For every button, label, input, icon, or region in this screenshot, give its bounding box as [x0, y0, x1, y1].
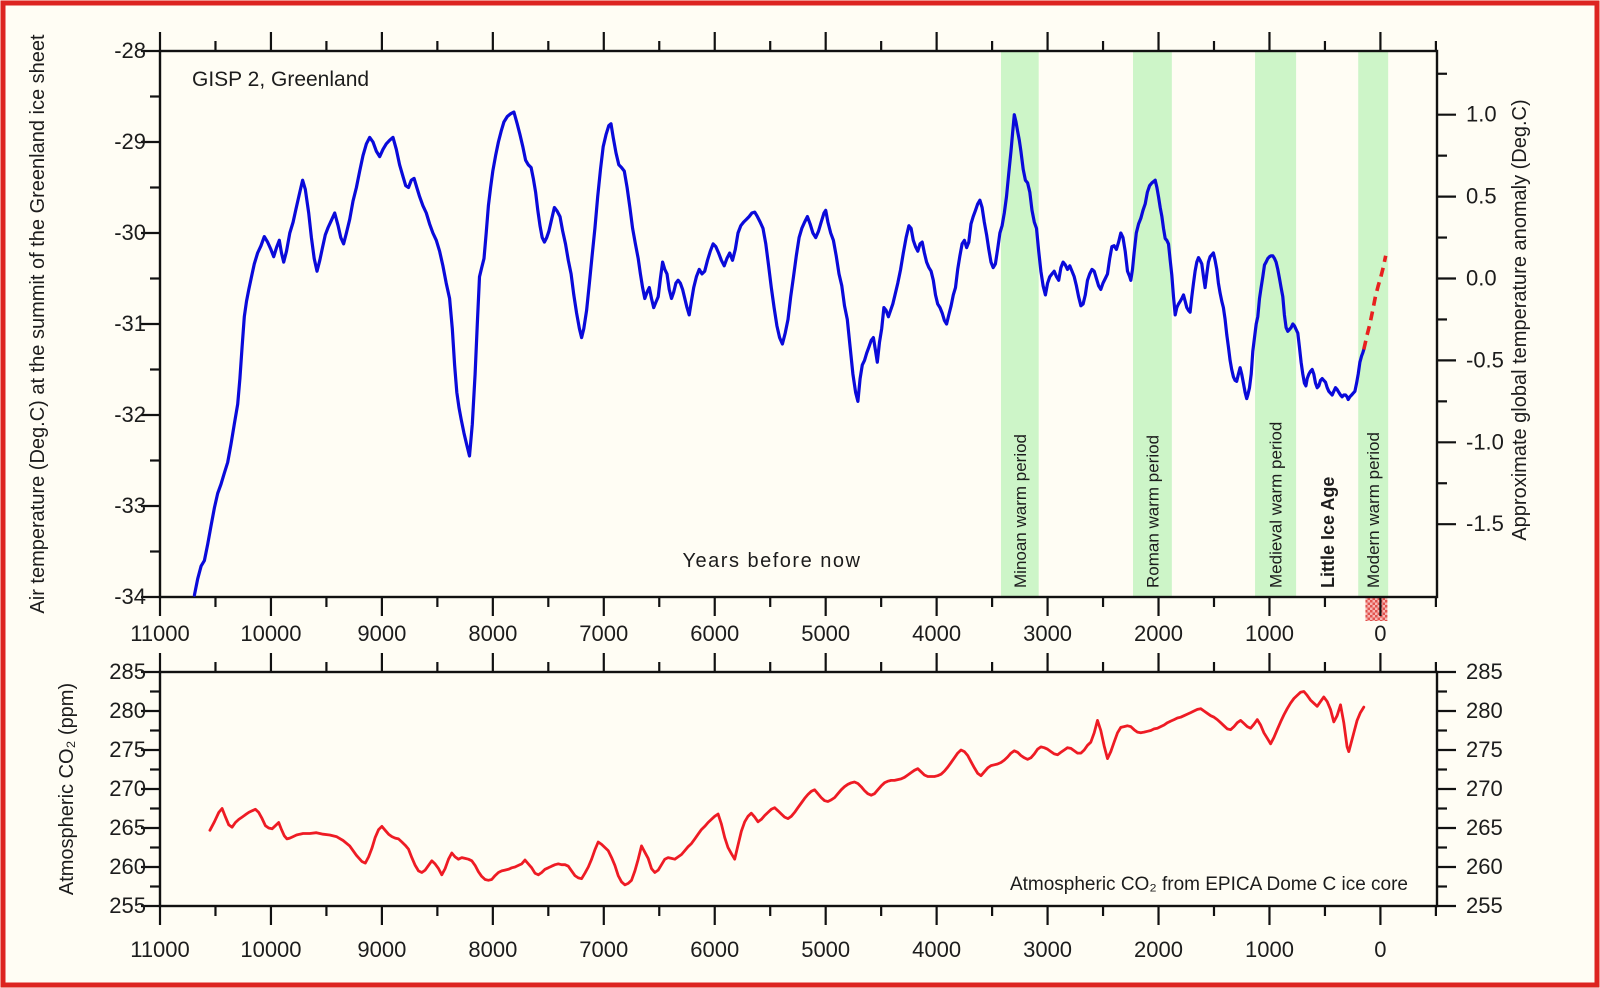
y-tick-label: -30	[114, 220, 146, 245]
x-tick-label: 7000	[579, 621, 628, 646]
modern-warming-hatch	[1365, 597, 1388, 621]
co2-series	[208, 690, 1366, 887]
x-tick-label: 2000	[1134, 937, 1183, 962]
anomaly-tick-label: 0.0	[1466, 266, 1497, 291]
little-ice-age-label: Little Ice Age	[1318, 477, 1338, 588]
x-tick-label: 0	[1374, 937, 1386, 962]
warm-period-band	[1255, 51, 1297, 597]
x-tick-label: 9000	[357, 937, 406, 962]
y-tick-label: -31	[114, 311, 146, 336]
y-tick-label-right: 270	[1466, 776, 1503, 801]
x-tick-label: 5000	[801, 937, 850, 962]
y-tick-label: 255	[109, 893, 146, 918]
y-tick-label-right: 260	[1466, 854, 1503, 879]
x-tick-label: 6000	[690, 937, 739, 962]
x-tick-label: 8000	[468, 621, 517, 646]
y-tick-label: 275	[109, 737, 146, 762]
co2-annotation: Atmospheric CO₂ from EPICA Dome C ice co…	[1010, 874, 1408, 895]
x-tick-label: 1000	[1245, 937, 1294, 962]
warm-period-band	[1133, 51, 1172, 597]
x-axis-label: Years before now	[683, 550, 862, 572]
y-tick-label-right: 265	[1466, 815, 1503, 840]
warm-period-band-label: Minoan warm period	[1011, 434, 1030, 588]
anomaly-tick-label: 0.5	[1466, 184, 1497, 209]
x-tick-label: 11000	[130, 621, 190, 646]
modern-dashed-series	[1362, 255, 1388, 350]
anomaly-tick-label: -1.0	[1466, 429, 1504, 454]
x-tick-label: 9000	[357, 621, 406, 646]
x-tick-label: 7000	[579, 937, 628, 962]
y-tick-label: -32	[114, 402, 146, 427]
temperature-series	[192, 110, 1366, 597]
y-tick-label: 280	[109, 698, 146, 723]
anomaly-tick-label: -0.5	[1466, 347, 1504, 372]
y-tick-label: 265	[109, 815, 146, 840]
y-tick-label: -29	[114, 129, 146, 154]
anomaly-tick-label: -1.5	[1466, 511, 1504, 536]
x-tick-label: 6000	[690, 621, 739, 646]
epica-co2-chart: 11000 10000 9000 8000 7000 6000 5000 4000 3000 20…	[56, 653, 1503, 962]
x-tick-label: 4000	[912, 937, 961, 962]
y-tick-label-right: 275	[1466, 737, 1503, 762]
y-tick-label-right: 285	[1466, 659, 1503, 684]
x-tick-label: 4000	[912, 621, 961, 646]
x-tick-label: 3000	[1023, 621, 1072, 646]
x-tick-label: 10000	[240, 937, 301, 962]
y-tick-label: -28	[114, 38, 146, 63]
warm-period-band-label: Roman warm period	[1143, 435, 1162, 588]
y-tick-label: -33	[114, 493, 146, 518]
y-tick-label-right: 280	[1466, 698, 1503, 723]
co2-axis-label: Atmospheric CO₂ (ppm)	[56, 683, 78, 895]
left-axis-label: Air temperature (Deg.C) at the summit of…	[27, 34, 49, 614]
y-tick-label-right: 255	[1466, 893, 1503, 918]
x-tick-label: 2000	[1134, 621, 1183, 646]
y-tick-label: -34	[114, 584, 146, 609]
x-tick-label: 8000	[468, 937, 517, 962]
y-tick-label: 285	[109, 659, 146, 684]
x-tick-label: 10000	[240, 621, 301, 646]
right-axis-label: Approximate global temperature anomaly (…	[1509, 99, 1531, 540]
x-tick-label: 11000	[130, 937, 190, 962]
y-tick-label: 270	[109, 776, 146, 801]
x-tick-label: 3000	[1023, 937, 1072, 962]
x-tick-label: 1000	[1245, 621, 1294, 646]
warm-period-band-label: Modern warm period	[1364, 432, 1383, 588]
warm-period-band-label: Medieval warm period	[1267, 422, 1286, 588]
x-tick-label: 0	[1374, 621, 1386, 646]
warm-period-band	[1358, 51, 1389, 597]
gisp2-temperature-chart: 11000 10000 9000 8000 7000 6000 5000 4000 3000 20…	[27, 32, 1531, 646]
chart-title: GISP 2, Greenland	[192, 68, 369, 91]
x-tick-label: 5000	[801, 621, 850, 646]
y-tick-label: 260	[109, 854, 146, 879]
anomaly-tick-label: 1.0	[1466, 102, 1497, 127]
